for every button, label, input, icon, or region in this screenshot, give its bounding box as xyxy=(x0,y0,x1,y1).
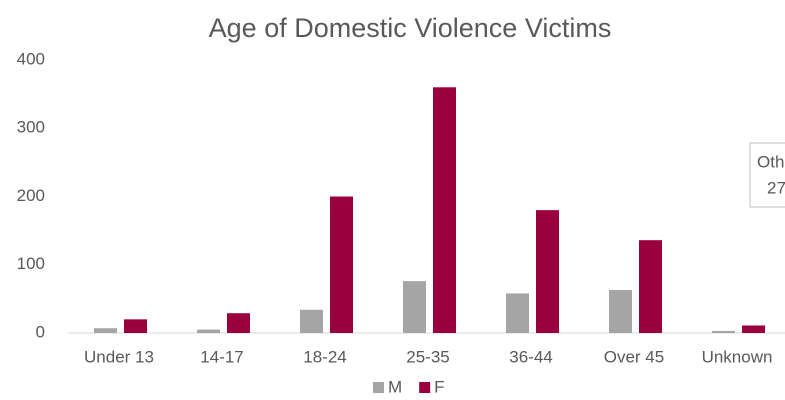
x-tick-label: 36-44 xyxy=(509,347,552,366)
bar xyxy=(712,330,735,333)
bar xyxy=(609,290,632,333)
y-tick-label: 400 xyxy=(17,49,45,68)
x-tick-label: Over 45 xyxy=(604,347,664,366)
x-tick-label: 25-35 xyxy=(406,347,449,366)
x-tick-label: 14-17 xyxy=(200,347,243,366)
x-tick-label: Unknown xyxy=(702,347,773,366)
bar xyxy=(124,319,147,333)
y-tick-label: 100 xyxy=(17,254,45,273)
legend-label: M xyxy=(388,377,402,396)
y-tick-label: 0 xyxy=(36,322,45,341)
bar xyxy=(300,309,323,333)
annotation: 27 xyxy=(767,178,785,197)
bar xyxy=(403,281,426,333)
chart-title: Age of Domestic Violence Victims xyxy=(209,13,612,43)
x-tick-label: Under 13 xyxy=(84,347,154,366)
legend-label: F xyxy=(434,377,444,396)
legend-swatch xyxy=(419,382,431,393)
y-tick-label: 200 xyxy=(17,186,45,205)
bar xyxy=(639,240,662,333)
bar xyxy=(330,196,353,333)
bar xyxy=(433,87,456,333)
bar xyxy=(742,325,765,333)
annotation-box xyxy=(749,142,785,208)
bar xyxy=(197,329,220,333)
legend-swatch xyxy=(373,382,384,393)
bar xyxy=(227,313,250,333)
bar xyxy=(536,210,559,333)
bar xyxy=(94,328,117,333)
annotation: Oth xyxy=(757,152,784,171)
x-tick-label: 18-24 xyxy=(303,347,346,366)
bar xyxy=(506,293,529,333)
y-tick-label: 300 xyxy=(17,118,45,137)
